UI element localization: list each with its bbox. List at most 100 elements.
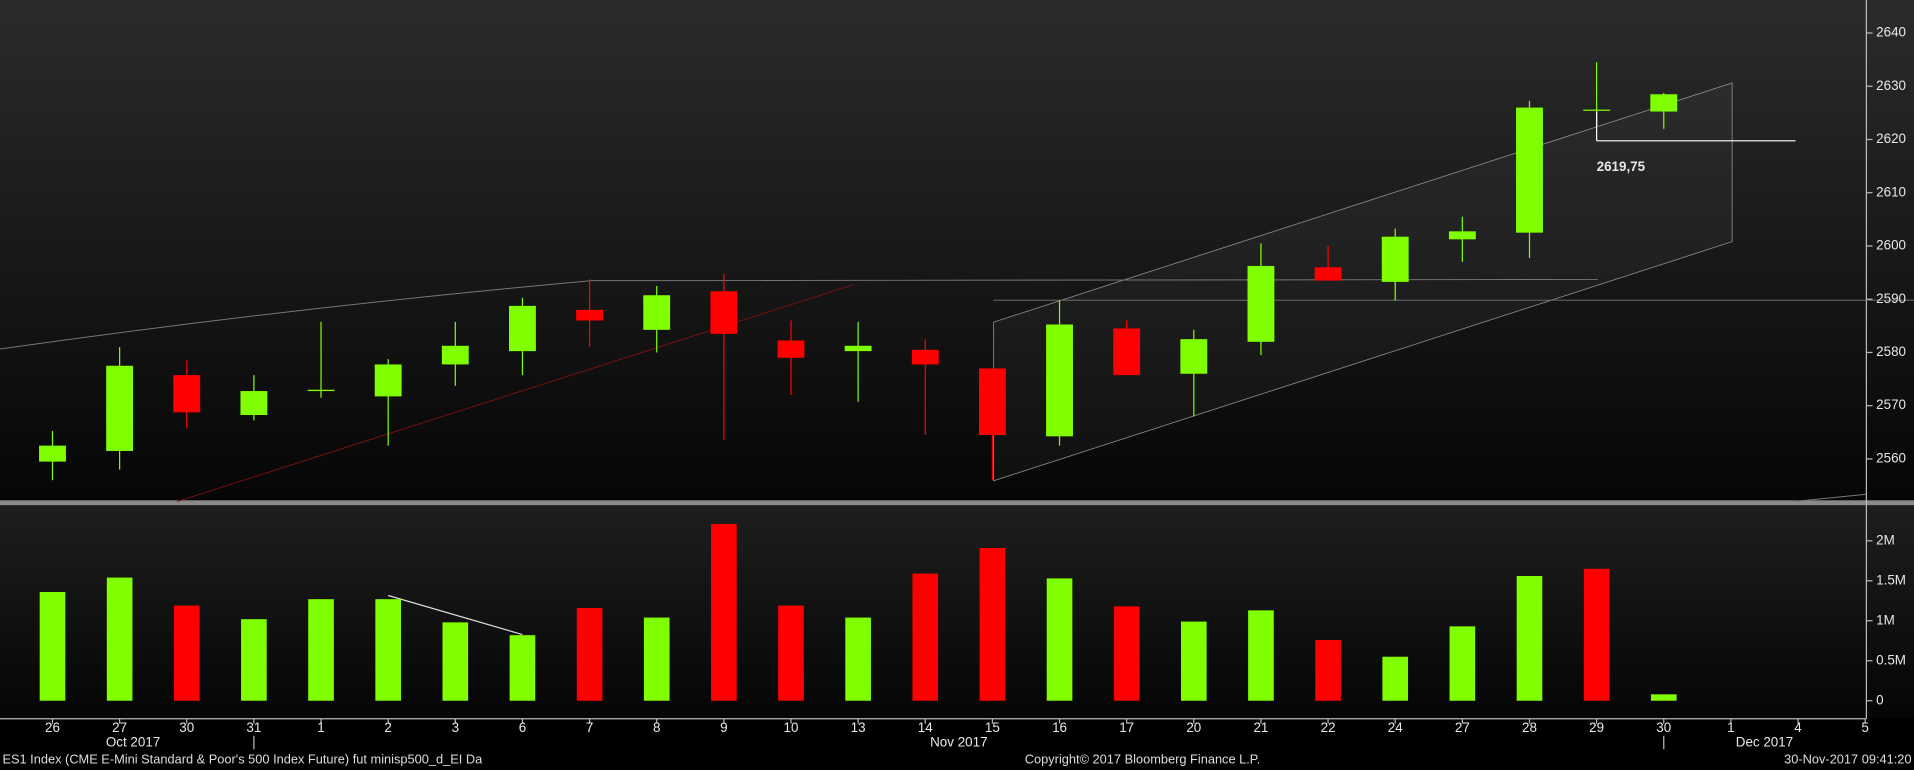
- volume-bar: [711, 524, 737, 701]
- x-tick-label: 27: [112, 720, 127, 735]
- candle-body: [1381, 236, 1409, 282]
- candle-body: [441, 345, 469, 365]
- y-tick-label: 2640: [1876, 25, 1906, 40]
- volume-bar: [845, 617, 871, 701]
- volume-bar: [1315, 639, 1341, 701]
- y-tick-label: 2590: [1876, 291, 1906, 306]
- volume-bar: [1180, 621, 1207, 701]
- volume-bar: [1583, 568, 1610, 701]
- volume-bar: [241, 619, 267, 701]
- x-tick-label: 10: [784, 720, 799, 735]
- y-tick-label: 1.5M: [1876, 572, 1906, 587]
- candle-body: [1113, 328, 1141, 376]
- volume-bar: [442, 622, 469, 701]
- y-tick-label: 2570: [1876, 397, 1906, 412]
- candle-body: [1314, 267, 1342, 281]
- x-tick-label: 8: [653, 720, 660, 735]
- candle-body: [374, 364, 402, 397]
- volume-bar: [106, 577, 133, 701]
- y-tick-label: 2620: [1876, 131, 1906, 146]
- y-tick-label: 1M: [1876, 612, 1895, 627]
- x-tick-label: 15: [985, 720, 1000, 735]
- candle-body: [1180, 339, 1208, 374]
- volume-bar: [509, 635, 536, 701]
- candle-body: [1516, 107, 1543, 233]
- x-tick-label: 17: [1119, 720, 1134, 735]
- x-group-label: Dec 2017: [1736, 735, 1793, 750]
- trend-line: [0, 278, 1598, 350]
- candle-body: [173, 375, 201, 413]
- axis-strip: [0, 718, 1914, 770]
- x-tick-label: 6: [519, 720, 526, 735]
- candle-body: [1650, 94, 1678, 112]
- y-tick-label: 2M: [1876, 532, 1895, 547]
- y-tick-label: 2580: [1876, 344, 1906, 359]
- x-tick-label: 1: [317, 720, 324, 735]
- y-tick-label: 2560: [1876, 450, 1906, 465]
- x-tick-label: 30: [179, 720, 194, 735]
- candle-body: [1247, 265, 1275, 342]
- x-tick-label: 30: [1656, 720, 1671, 735]
- price-panel: [0, 0, 1914, 502]
- x-tick-label: 21: [1253, 720, 1268, 735]
- x-tick-label: 14: [918, 720, 933, 735]
- volume-bar: [576, 607, 603, 701]
- candle-body: [307, 389, 335, 392]
- x-group-label: Oct 2017: [106, 735, 160, 750]
- footer-right: 30-Nov-2017 09:41:20: [1784, 752, 1911, 767]
- y-tick-label: 0: [1876, 692, 1883, 707]
- volume-bar: [1449, 626, 1476, 701]
- candle-body: [844, 345, 872, 352]
- volume-bar: [1650, 694, 1677, 701]
- x-tick-label: 16: [1052, 720, 1067, 735]
- volume-bar: [1046, 578, 1073, 701]
- volume-panel: [0, 505, 1914, 719]
- x-tick-label: 24: [1388, 720, 1403, 735]
- x-tick-label: 31: [246, 720, 261, 735]
- candle-body: [240, 391, 268, 416]
- x-tick-label: 13: [851, 720, 866, 735]
- y-tick-label: 2600: [1876, 238, 1906, 253]
- volume-bar: [173, 605, 200, 701]
- annotation-label: 2619,75: [1597, 159, 1646, 174]
- trend-line: [176, 283, 855, 503]
- volume-bar: [1516, 575, 1543, 701]
- trend-line: [1794, 493, 1867, 503]
- footer-left: ES1 Index (CME E-Mini Standard & Poor's …: [2, 752, 483, 767]
- volume-bar: [1248, 610, 1274, 701]
- x-tick-label: 9: [720, 720, 727, 735]
- volume-trend-line: [388, 594, 523, 636]
- candle-body: [1583, 109, 1611, 111]
- volume-bar: [375, 599, 401, 701]
- x-tick-label: 20: [1186, 720, 1201, 735]
- x-tick-label: 2: [384, 720, 391, 735]
- candle-body: [710, 291, 738, 334]
- candle-body: [911, 349, 939, 365]
- volume-bar: [979, 548, 1006, 701]
- volume-bar: [308, 599, 334, 701]
- y-tick-label: 2630: [1876, 78, 1906, 93]
- y-tick-label: 0.5M: [1876, 652, 1906, 667]
- candle-body: [777, 340, 805, 358]
- volume-bar: [1382, 656, 1409, 701]
- x-tick-label: 28: [1522, 720, 1537, 735]
- x-tick-label: 7: [586, 720, 593, 735]
- candle-body: [643, 295, 671, 330]
- volume-bar: [643, 617, 670, 701]
- x-group-label: Nov 2017: [930, 735, 987, 750]
- panel-separator: [0, 500, 1914, 506]
- candle-body: [509, 305, 536, 352]
- x-tick-label: 1: [1727, 720, 1734, 735]
- candle-body: [1448, 231, 1476, 240]
- volume-bar: [778, 605, 804, 701]
- footer-center: Copyright© 2017 Bloomberg Finance L.P.: [1025, 752, 1260, 767]
- volume-bar: [1113, 606, 1140, 701]
- x-tick-label: 4: [1794, 720, 1802, 735]
- candle-body: [978, 368, 1006, 435]
- x-tick-label: 3: [452, 720, 459, 735]
- y-tick-label: 2610: [1876, 184, 1906, 199]
- x-tick-label: 26: [45, 720, 60, 735]
- volume-bar: [912, 573, 939, 701]
